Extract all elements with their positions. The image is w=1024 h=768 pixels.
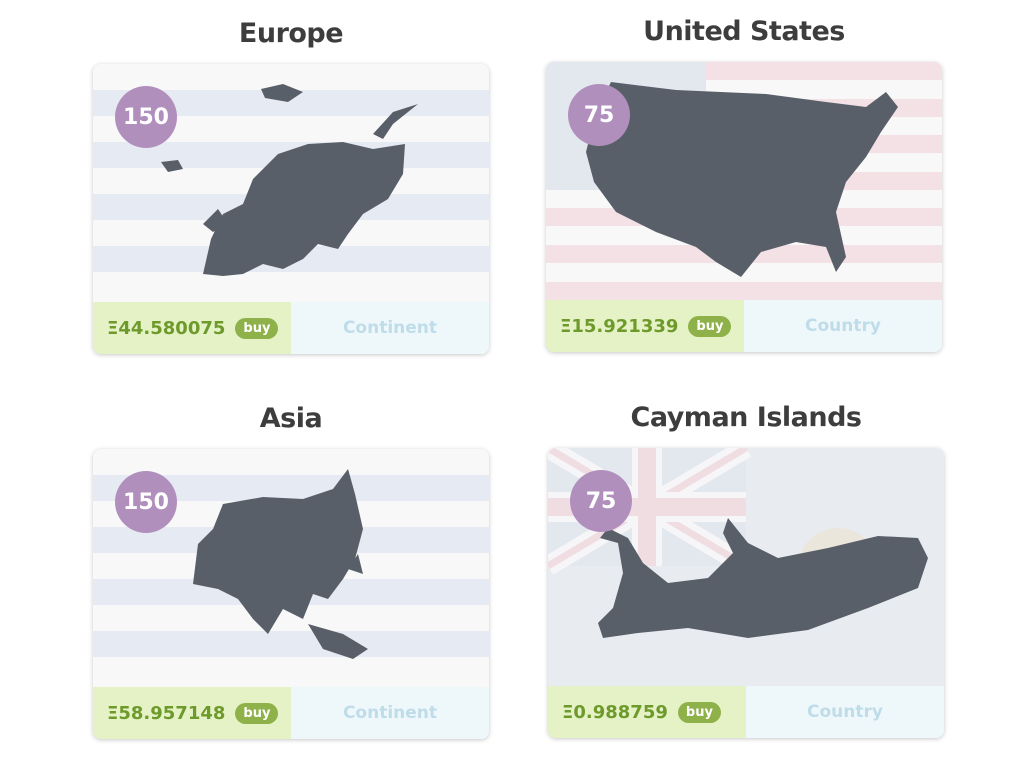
asia-map-icon bbox=[93, 469, 489, 659]
buy-button[interactable]: buy bbox=[235, 702, 279, 724]
price: Ξ58.957148 bbox=[107, 702, 226, 724]
cayman-map-icon bbox=[548, 448, 928, 638]
count-badge: 150 bbox=[115, 471, 177, 533]
count-badge: 75 bbox=[570, 470, 632, 532]
tile-title: Asia bbox=[259, 403, 323, 434]
region-type: Continent bbox=[291, 687, 489, 739]
tile-title: Europe bbox=[238, 18, 344, 49]
region-art: 75 bbox=[546, 62, 942, 300]
region-card[interactable]: 75 Ξ0.988759 buy Country bbox=[548, 448, 944, 738]
region-art: 150 bbox=[93, 449, 489, 687]
tile-europe: Europe 150 Ξ44.580075 buy Continent bbox=[93, 18, 489, 354]
price: Ξ44.580075 bbox=[107, 317, 226, 339]
buy-button[interactable]: buy bbox=[235, 317, 279, 339]
buy-button[interactable]: buy bbox=[688, 315, 732, 337]
europe-map-icon bbox=[93, 84, 489, 276]
price: Ξ15.921339 bbox=[560, 315, 679, 337]
region-card[interactable]: 150 Ξ58.957148 buy Continent bbox=[93, 449, 489, 739]
tile-asia: Asia 150 Ξ58.957148 buy Continent bbox=[93, 403, 489, 739]
buy-button[interactable]: buy bbox=[677, 701, 721, 723]
region-type: Continent bbox=[291, 302, 489, 354]
price-section: Ξ15.921339 buy bbox=[546, 300, 744, 352]
price-section: Ξ0.988759 buy bbox=[548, 686, 746, 738]
region-art: 150 bbox=[93, 64, 489, 302]
count-badge: 150 bbox=[115, 86, 177, 148]
region-type: Country bbox=[746, 686, 944, 738]
price-section: Ξ58.957148 buy bbox=[93, 687, 291, 739]
tile-title: United States bbox=[643, 16, 845, 47]
region-type: Country bbox=[744, 300, 942, 352]
region-card[interactable]: 75 Ξ15.921339 buy Country bbox=[546, 62, 942, 352]
price-section: Ξ44.580075 buy bbox=[93, 302, 291, 354]
region-art: 75 bbox=[548, 448, 944, 686]
count-badge: 75 bbox=[568, 84, 630, 146]
tile-cayman-islands: Cayman Islands 75 Ξ0.988759 buy C bbox=[548, 402, 944, 738]
price: Ξ0.988759 bbox=[562, 701, 668, 723]
tile-united-states: United States 75 Ξ15.921339 buy Country bbox=[546, 16, 942, 352]
usa-map-icon bbox=[546, 62, 942, 300]
tile-title: Cayman Islands bbox=[630, 402, 863, 433]
region-card[interactable]: 150 Ξ44.580075 buy Continent bbox=[93, 64, 489, 354]
